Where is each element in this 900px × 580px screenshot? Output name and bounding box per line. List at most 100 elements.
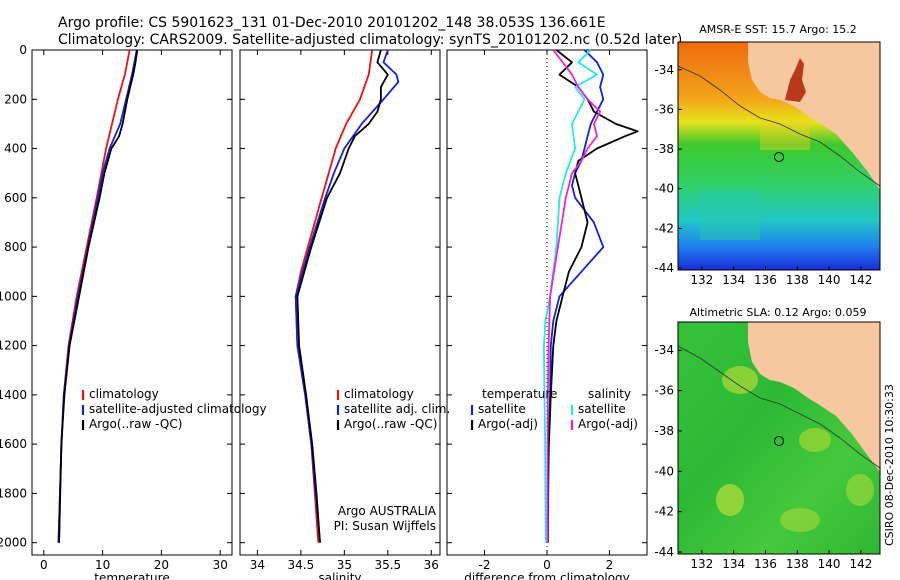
- map-ytick-label: -44: [654, 261, 674, 275]
- temperature-legend-label: Argo(..raw -QC): [89, 417, 182, 431]
- sst-map-frame: [677, 41, 881, 271]
- difference-legend-label: satellite: [578, 402, 626, 416]
- temperature-legend-label: satellite-adjusted climatology: [89, 402, 267, 416]
- temperature-series-red: [57, 49, 131, 543]
- temperature-ytick-label: 1000: [0, 289, 27, 303]
- temperature-ytick-label: 1800: [0, 486, 27, 500]
- map-ytick-label: -38: [654, 424, 674, 438]
- map-xtick-label: 132: [690, 273, 713, 287]
- sst-shelf-line: [678, 65, 880, 187]
- map-xtick-label: 134: [722, 557, 745, 571]
- map-xtick-label: 136: [754, 273, 777, 287]
- temperature-xtick-label: 30: [213, 558, 228, 572]
- sla-shelf-line: [678, 345, 880, 469]
- map-ytick-label: -42: [654, 221, 674, 235]
- temperature-xtick-label: 20: [154, 558, 169, 572]
- temperature-ytick-label: 200: [4, 92, 27, 106]
- temperature-xlabel: temperature: [94, 571, 169, 580]
- temperature-ytick-label: 400: [4, 142, 27, 156]
- map-ytick-label: -42: [654, 505, 674, 519]
- map-ytick-label: -38: [654, 142, 674, 156]
- map-ytick-label: -44: [654, 545, 674, 559]
- sla-map: Altimetric SLA: 0.12 Argo: 0.059 132 134 1…: [654, 306, 881, 571]
- temperature-series-black: [58, 49, 139, 543]
- map-ytick-label: -34: [654, 63, 674, 77]
- sst-gulf: [785, 58, 806, 102]
- map-xtick-label: 134: [722, 273, 745, 287]
- salinity-profile-chart: 34 34.5 35 35.5 36 salinity climatologysatelli…: [239, 49, 450, 580]
- map-xtick-label: 138: [786, 273, 809, 287]
- temperature-ytick-label: 1400: [0, 388, 27, 402]
- sst-map: AMSR-E SST: 15.7 Argo: 15.2 132 134 136 138…: [654, 23, 881, 287]
- difference-series-magenta: [546, 49, 601, 543]
- difference-series-cyan: [543, 49, 598, 543]
- map-xtick-label: 142: [849, 557, 872, 571]
- salinity-xlabel: salinity: [318, 571, 361, 580]
- map-ytick-label: -40: [654, 182, 674, 196]
- temperature-series-blue: [57, 49, 138, 543]
- map-xtick-label: 132: [690, 557, 713, 571]
- salinity-legend-label: Argo(..raw -QC): [344, 417, 437, 431]
- map-xtick-label: 136: [754, 557, 777, 571]
- sst-map-title: AMSR-E SST: 15.7 Argo: 15.2: [699, 23, 857, 36]
- salinity-panel-note: Argo AUSTRALIA: [338, 504, 437, 518]
- temperature-xtick-label: 10: [95, 558, 110, 572]
- difference-legend-label: Argo(-adj): [578, 417, 638, 431]
- sla-land: [748, 322, 880, 472]
- map-ytick-label: -36: [654, 384, 674, 398]
- difference-legend: temperaturesatelliteArgo(-adj)salinitysa…: [470, 387, 638, 431]
- temperature-ytick-label: 600: [4, 191, 27, 205]
- difference-xtick-label: 0: [543, 558, 551, 572]
- temperature-profile-chart: 0 10 20 30 temperature 0 200 400 600 800 1000 1200 1…: [0, 43, 267, 580]
- salinity-xtick-label: 34: [250, 558, 265, 572]
- salinity-xtick-label: 36: [424, 558, 439, 572]
- sla-blob-1: [722, 366, 758, 394]
- difference-legend-label: satellite: [478, 402, 526, 416]
- temperature-axes-frame: [31, 49, 233, 556]
- sst-land: [748, 42, 880, 190]
- map-xtick-label: 142: [849, 273, 872, 287]
- map-xtick-label: 140: [818, 557, 841, 571]
- salinity-legend-label: climatology: [344, 387, 414, 401]
- temperature-ytick-label: 0: [19, 43, 27, 57]
- map-ytick-label: -34: [654, 343, 674, 357]
- temperature-ytick-label: 800: [4, 240, 27, 254]
- header-line-1: Argo profile: CS 5901623_131 01-Dec-2010…: [58, 15, 606, 31]
- sst-argo-marker: [774, 152, 784, 162]
- sla-blob-2: [799, 428, 831, 452]
- header-line-2: Climatology: CARS2009. Satellite-adjuste…: [58, 32, 682, 48]
- temperature-ytick-label: 2000: [0, 536, 27, 550]
- salinity-series-black: [296, 49, 389, 543]
- difference-legend-label: Argo(-adj): [478, 417, 538, 431]
- temperature-xtick-label: 0: [40, 558, 48, 572]
- difference-xtick-label: 2: [606, 558, 614, 572]
- salinity-axes-frame: [239, 49, 441, 556]
- difference-series-black: [547, 49, 639, 543]
- salinity-xtick-label: 34.5: [288, 558, 315, 572]
- difference-legend-group-title: temperature: [482, 387, 557, 401]
- sla-map-title: Altimetric SLA: 0.12 Argo: 0.059: [689, 306, 866, 319]
- temperature-legend-label: climatology: [89, 387, 159, 401]
- sla-map-frame: [677, 321, 881, 555]
- sla-blob-5: [846, 474, 874, 506]
- salinity-legend-label: satellite adj. clim.: [344, 402, 450, 416]
- difference-xlabel: difference from climatology: [464, 571, 630, 580]
- salinity-panel-note: PI: Susan Wijffels: [334, 519, 436, 533]
- map-ytick-label: -36: [654, 102, 674, 116]
- sst-cool-patch: [700, 190, 760, 240]
- map-xtick-label: 140: [818, 273, 841, 287]
- difference-legend-group-title: salinity: [588, 387, 631, 401]
- map-xtick-label: 138: [786, 557, 809, 571]
- map-ytick-label: -40: [654, 464, 674, 478]
- sla-blob-3: [716, 484, 744, 516]
- difference-series-blue: [547, 49, 605, 543]
- sla-blob-4: [780, 508, 820, 532]
- temperature-ytick-label: 1600: [0, 437, 27, 451]
- sla-argo-marker: [774, 436, 784, 446]
- difference-xtick-label: -2: [479, 558, 491, 572]
- salinity-xtick-label: 35.5: [374, 558, 401, 572]
